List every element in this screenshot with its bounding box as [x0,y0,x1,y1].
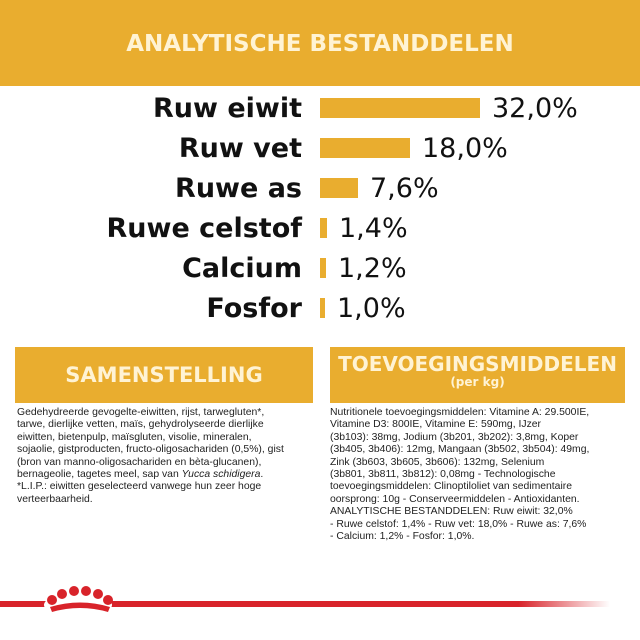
text-line: toevoegingsmiddelen: Clinoptiloliet van … [330,481,573,493]
value-label: 7,6% [370,173,439,204]
text-line: (3b801, 3b811, 3b812): 0,08mg - Technolo… [330,469,556,481]
additives-text: Nutritionele toevoegingsmiddelen: Vitami… [330,407,589,543]
bar [320,218,327,238]
bar [320,138,410,158]
text-line: Nutritionele toevoegingsmiddelen: Vitami… [330,407,590,418]
additives-box: TOEVOEGINGSMIDDELEN (per kg) [330,347,625,403]
text-line: bernageolie, tagetes meel, sap van Yucca… [17,469,284,481]
value-label: 32,0% [492,93,578,124]
category-label: Ruw eiwit [153,93,302,124]
header-title: ANALYTISCHE BESTANDDELEN [0,0,640,86]
text-line: tarwe, dierlijke vetten, maïs, gehydroly… [17,419,264,431]
category-label: Ruwe as [175,173,302,204]
category-label: Ruw vet [179,133,302,164]
category-label: Calcium [182,253,302,284]
category-label: Ruwe celstof [106,213,302,244]
text-line: eiwitten, bietenpulp, maïsgluten, visoli… [17,431,252,443]
bar [320,178,358,198]
bar [320,298,325,318]
text-line: Vitamine D3: 800IE, Vitamine E: 590mg, I… [330,419,541,431]
category-label: Fosfor [206,293,302,324]
value-label: 1,0% [337,293,406,324]
bar [320,98,480,118]
text-segment: bernageolie, tagetes meel, sap van [17,469,182,481]
text-line: (3b405, 3b406): 12mg, Mangaan (3b502, 3b… [330,444,590,456]
text-segment: . [260,469,264,481]
composition-text: Gedehydreerde gevogelte-eiwitten, rijst,… [17,407,284,506]
value-label: 1,2% [338,253,407,284]
value-label: 1,4% [339,213,408,244]
text-line: *L.I.P.: eiwitten geselecteerd vanwege h… [17,481,262,493]
text-line: - Ruwe celstof: 1,4% - Ruw vet: 18,0% - … [330,518,587,530]
logo [44,586,113,617]
additives-subtitle: (per kg) [450,375,505,389]
text-line: (3b103): 38mg, Jodium (3b201, 3b202): 3,… [330,431,579,443]
red-line [0,601,610,607]
value-label: 18,0% [422,133,508,164]
text-line: - Calcium: 1,2% - Fosfor: 1,0%. [330,531,475,543]
text-segment: Yucca schidigera [181,469,261,481]
text-line: oorsprong: 10g - Conserveermiddelen - An… [330,493,580,505]
text-line: ANALYTISCHE BESTANDDELEN: Ruw eiwit: 32,… [330,506,573,518]
chart: Ruw eiwit 32,0% Ruw vet 18,0% Ruwe as 7,6% Ruw… [106,93,578,324]
bar [320,258,326,278]
text-line: Zink (3b603, 3b605, 3b606): 132mg, Selen… [330,456,545,468]
text-line: verteerbaarheid. [17,493,93,505]
additives-title: TOEVOEGINGSMIDDELEN [338,352,617,376]
text-line: Gedehydreerde gevogelte-eiwitten, rijst,… [17,407,265,418]
text-line: (bron van manno-oligosachariden en bèta-… [17,456,262,468]
text-line: sojaolie, gistproducten, fructo-oligosac… [17,444,284,456]
composition-title: SAMENSTELLING [15,347,313,403]
